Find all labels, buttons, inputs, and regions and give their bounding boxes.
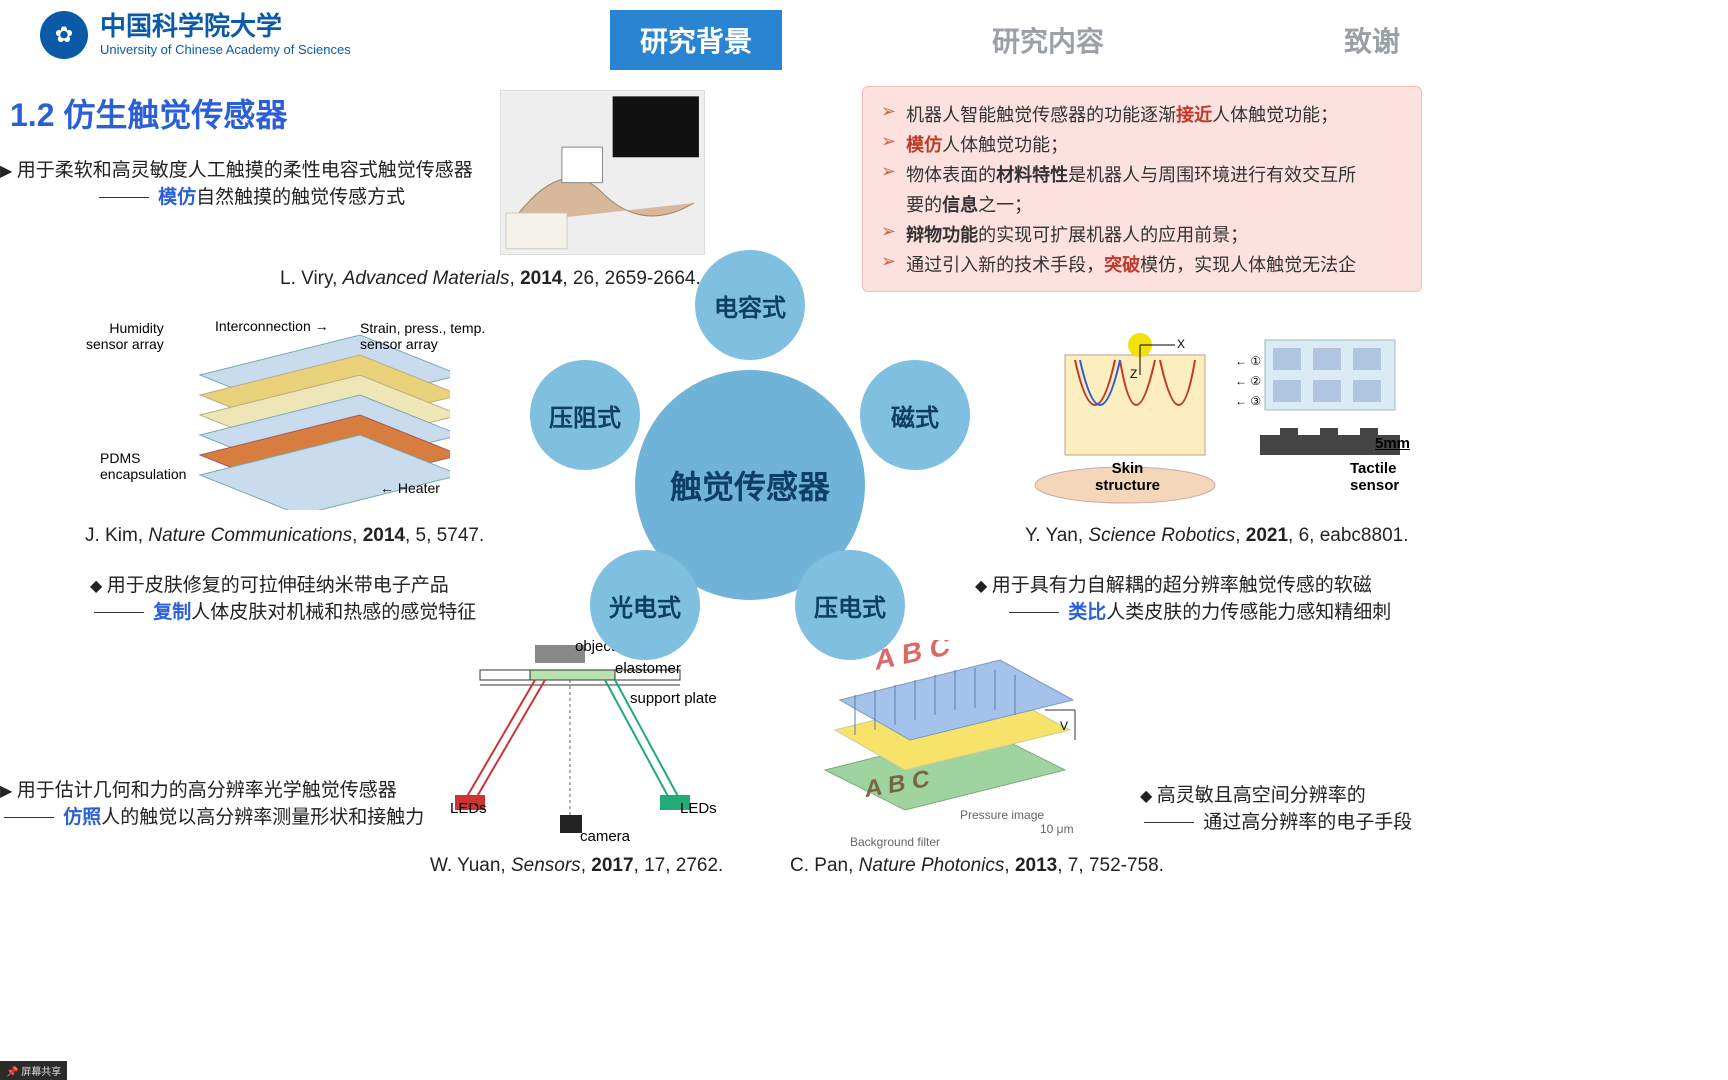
nav-tabs: 研究背景 研究内容 致谢 <box>610 10 1430 70</box>
note-4: ➢辩物功能的实现可扩展机器人的应用前景； <box>881 221 1407 247</box>
cite-kim: J. Kim, Nature Communications, 2014, 5, … <box>85 525 484 547</box>
label-bgfilter: Background filter <box>850 835 940 849</box>
label-camera: camera <box>580 828 630 845</box>
svg-text:← ②: ← ② <box>1235 374 1261 388</box>
ucas-logo-icon: ✿ <box>40 11 88 59</box>
tab-thanks[interactable]: 致谢 <box>1314 10 1430 70</box>
label-pressure: Pressure image <box>960 808 1044 822</box>
node-magnetic: 磁式 <box>860 360 970 470</box>
svg-text:V: V <box>1060 719 1068 733</box>
cite-yan: Y. Yan, Science Robotics, 2021, 6, eabc8… <box>1025 525 1408 547</box>
node-optical: 光电式 <box>590 550 700 660</box>
logo-area: ✿ 中国科学院大学 University of Chinese Academy … <box>0 11 351 59</box>
svg-text:X: X <box>1177 337 1185 351</box>
label-10um: 10 μm <box>1040 822 1074 836</box>
label-strain: Strain, press., temp. sensor array <box>360 320 485 352</box>
note-3b: ➢要的信息之一； <box>881 191 1407 217</box>
header-bar: ✿ 中国科学院大学 University of Chinese Academy … <box>0 0 1728 70</box>
label-pdms: PDMS encapsulation <box>100 450 186 482</box>
cite-yuan: W. Yuan, Sensors, 2017, 17, 2762. <box>430 855 723 877</box>
fig-skin-tactile: X Z ← ① ← ② ← ③ <box>1025 330 1405 505</box>
node-piezoresistive: 压阻式 <box>530 360 640 470</box>
label-skin: Skin structure <box>1095 460 1160 494</box>
desc-piezo: ◆ 高灵敏且高空间分辨率的 通过高分辨率的电子手段 <box>1140 780 1440 834</box>
uni-name-block: 中国科学院大学 University of Chinese Academy of… <box>100 13 351 57</box>
desc-magnetic: ◆ 用于具有力自解耦的超分辨率触觉传感的软磁 类比人类皮肤的力传感能力感知精细刺 <box>975 570 1435 624</box>
tab-background[interactable]: 研究背景 <box>610 10 782 70</box>
svg-text:Z: Z <box>1130 367 1137 381</box>
node-piezoelectric: 压电式 <box>795 550 905 660</box>
label-leds-l: LEDs <box>450 800 487 817</box>
desc-optical: ▶ 用于估计几何和力的高分辨率光学触觉传感器 仿照人的触觉以高分辨率测量形状和接… <box>0 775 430 829</box>
note-2: ➢模仿人体触觉功能； <box>881 131 1407 157</box>
uni-name-cn: 中国科学院大学 <box>100 13 351 42</box>
label-humidity: Humidity sensor array <box>86 320 164 352</box>
label-5mm: 5mm <box>1375 435 1410 452</box>
node-capacitive: 电容式 <box>695 250 805 360</box>
desc-capacitive: ▶ 用于柔软和高灵敏度人工触摸的柔性电容式触觉传感器 模仿自然触摸的触觉传感方式 <box>0 155 500 209</box>
fig-capacitive-sensor <box>500 90 705 255</box>
sensor-types-diagram: 触觉传感器 电容式 压阻式 磁式 光电式 压电式 <box>530 260 970 700</box>
note-1: ➢机器人智能触觉传感器的功能逐渐接近人体触觉功能； <box>881 101 1407 127</box>
label-heater: ← Heater <box>380 480 440 496</box>
screen-share-indicator: 📌 屏幕共享 <box>0 1061 67 1080</box>
label-tactile: Tactile sensor <box>1350 460 1399 494</box>
tab-content[interactable]: 研究内容 <box>962 10 1134 70</box>
note-3: ➢物体表面的材料特性是机器人与周围环境进行有效交互所 <box>881 161 1407 187</box>
label-leds-r: LEDs <box>680 800 717 817</box>
desc-stretchable: ◆ 用于皮肤修复的可拉伸硅纳米带电子产品 复制人体皮肤对机械和热感的感觉特征 <box>90 570 520 624</box>
section-title: 1.2 仿生触觉传感器 <box>10 90 287 136</box>
svg-text:← ③: ← ③ <box>1235 394 1261 408</box>
uni-name-en: University of Chinese Academy of Science… <box>100 42 351 57</box>
cite-pan: C. Pan, Nature Photonics, 2013, 7, 752-7… <box>790 855 1164 877</box>
svg-text:← ①: ← ① <box>1235 354 1261 368</box>
label-interconnection: Interconnection → <box>215 318 329 334</box>
